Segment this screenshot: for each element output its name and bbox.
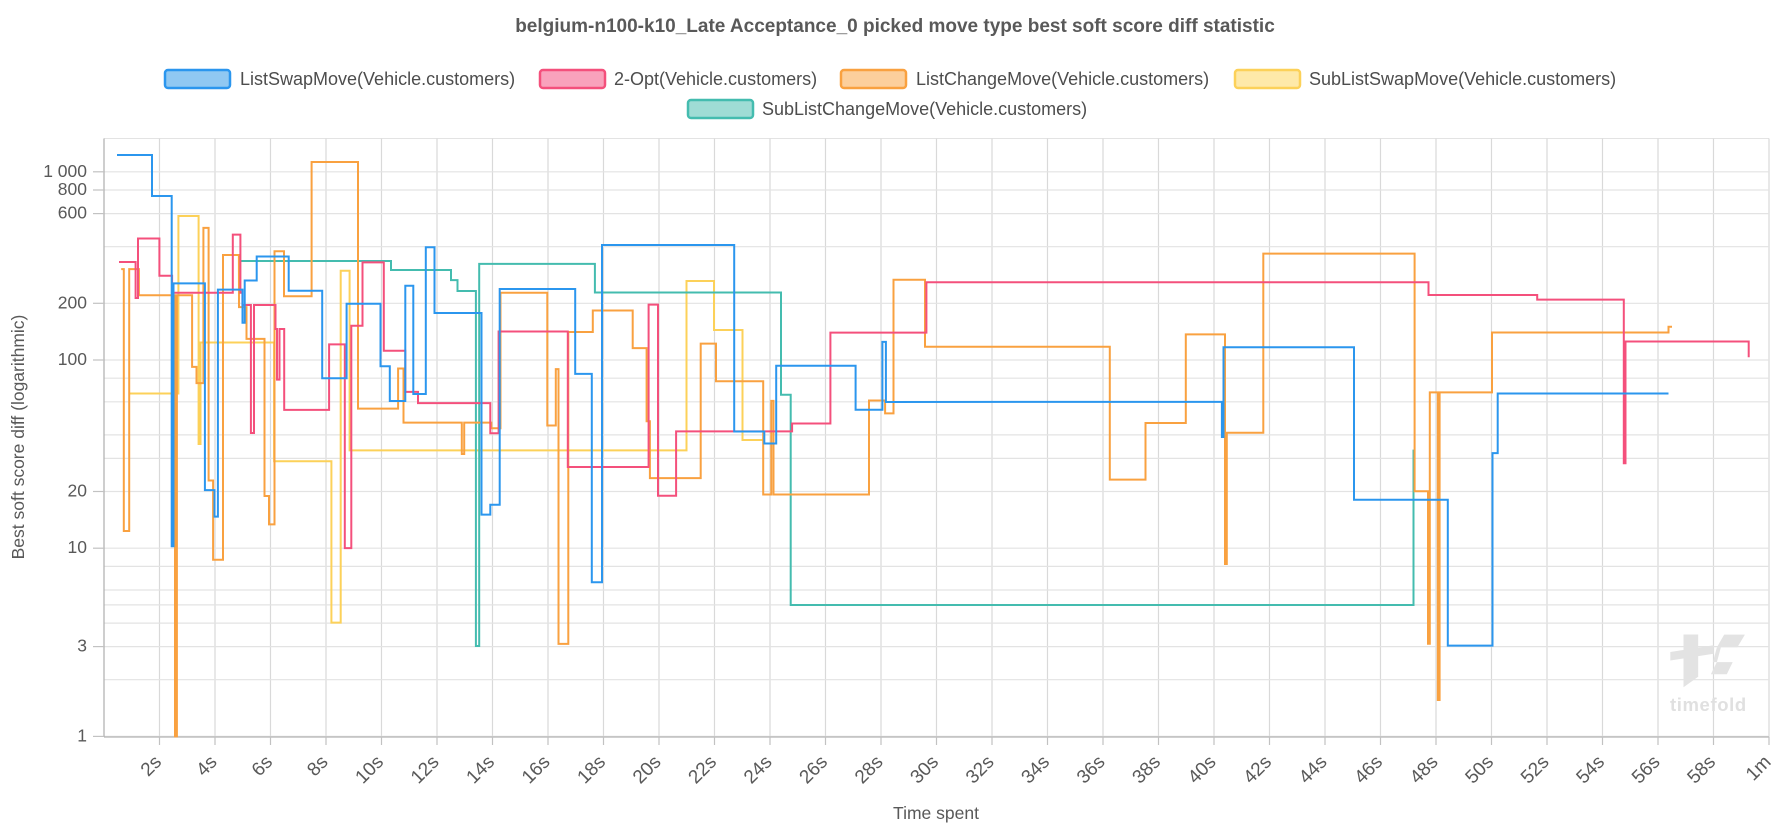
svg-text:ListChangeMove(Vehicle.custome: ListChangeMove(Vehicle.customers) — [916, 69, 1209, 89]
svg-text:timefold: timefold — [1670, 694, 1747, 715]
svg-text:1: 1 — [77, 725, 87, 745]
svg-text:3: 3 — [77, 636, 87, 656]
svg-text:2-Opt(Vehicle.customers): 2-Opt(Vehicle.customers) — [614, 69, 817, 89]
svg-text:Best soft score diff (logarith: Best soft score diff (logarithmic) — [8, 315, 28, 560]
svg-text:Time spent: Time spent — [893, 803, 979, 823]
svg-text:20: 20 — [68, 481, 88, 501]
svg-text:SubListSwapMove(Vehicle.custom: SubListSwapMove(Vehicle.customers) — [1309, 69, 1616, 89]
svg-text:100: 100 — [58, 349, 87, 369]
svg-text:10: 10 — [68, 537, 88, 557]
svg-text:SubListChangeMove(Vehicle.cust: SubListChangeMove(Vehicle.customers) — [762, 99, 1087, 119]
svg-text:ListSwapMove(Vehicle.customers: ListSwapMove(Vehicle.customers) — [240, 69, 515, 89]
svg-text:600: 600 — [58, 203, 87, 223]
svg-text:1 000: 1 000 — [43, 161, 87, 181]
svg-text:belgium-n100-k10_Late Acceptan: belgium-n100-k10_Late Acceptance_0 picke… — [515, 16, 1275, 37]
svg-text:200: 200 — [58, 292, 87, 312]
svg-text:800: 800 — [58, 179, 87, 199]
